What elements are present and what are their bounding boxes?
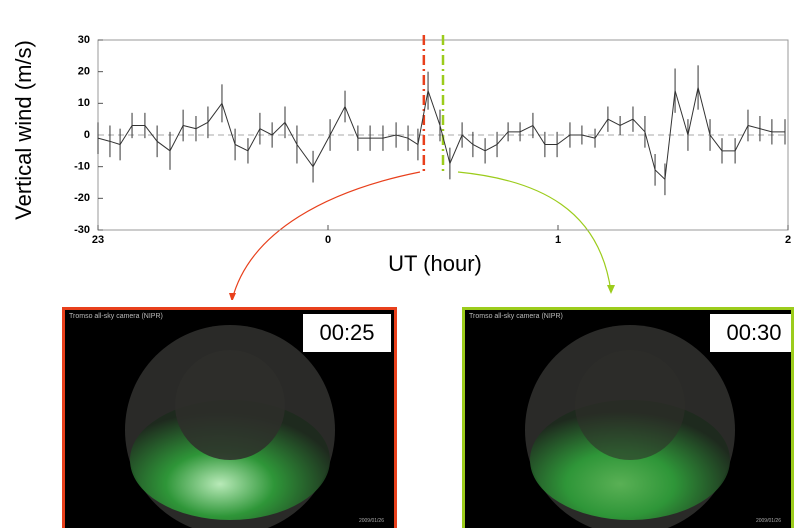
- y-tick-label: 10: [78, 97, 90, 109]
- sky-view: [125, 325, 335, 528]
- y-tick-label: -10: [74, 161, 90, 173]
- x-tick-label: 0: [325, 234, 331, 246]
- wind-line: [97, 87, 786, 181]
- x-tick-label: 1: [555, 234, 561, 246]
- sky-image: Tromso all-sky camera (NIPR) 00:30 2009/01…: [462, 307, 794, 528]
- panel-date: 2009/01/26: [755, 518, 781, 524]
- y-axis-title: Vertical wind (m/s): [11, 40, 36, 220]
- sky-dark: [575, 350, 685, 460]
- panel-time: 00:30: [710, 314, 791, 352]
- panel-caption: Tromso all-sky camera (NIPR): [469, 313, 563, 320]
- panel-time: 00:25: [303, 314, 391, 352]
- x-tick-label: 2: [785, 234, 791, 246]
- x-axis-title: UT (hour): [388, 251, 482, 276]
- x-tick-label: 23: [92, 234, 104, 246]
- panel-date: 2009/01/26: [358, 518, 384, 524]
- panel-caption: Tromso all-sky camera (NIPR): [69, 313, 163, 320]
- chart: Vertical wind (m/s) UT (hour) 3020100-10…: [11, 34, 791, 300]
- arrow: [457, 171, 612, 293]
- sky-dark: [175, 350, 285, 460]
- y-tick-label: -20: [74, 192, 90, 204]
- sky-image: Tromso all-sky camera (NIPR) 00:25 2009/01…: [62, 307, 397, 528]
- arrow-head: [607, 285, 615, 294]
- arrow: [231, 171, 421, 300]
- y-tick-label: -30: [74, 224, 90, 236]
- sky-view: [525, 325, 735, 528]
- arrow-head: [229, 293, 236, 300]
- y-tick-label: 30: [78, 34, 90, 46]
- y-tick-label: 20: [78, 66, 90, 78]
- y-tick-label: 0: [84, 129, 90, 141]
